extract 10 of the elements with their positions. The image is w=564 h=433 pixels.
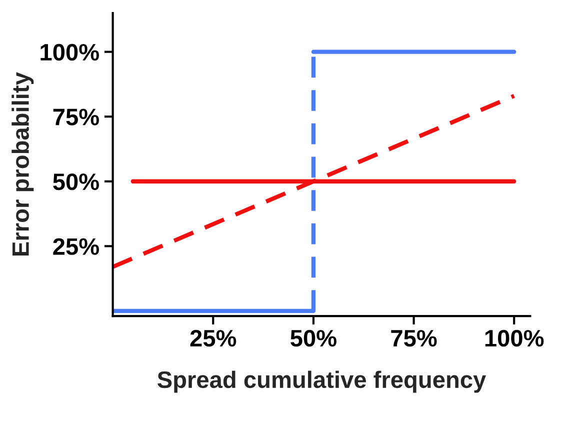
y-tick-label: 100% xyxy=(40,44,99,61)
y-axis-title: Error probability xyxy=(12,72,34,256)
y-tick-label: 75% xyxy=(53,108,99,126)
x-tick-label: 75% xyxy=(391,330,437,347)
y-tick-label: 25% xyxy=(53,238,99,255)
y-tick-label: 50% xyxy=(53,173,99,190)
x-axis-title: Spread cumulative frequency xyxy=(157,370,486,393)
x-tick-label: 50% xyxy=(290,330,336,347)
x-tick-label: 100% xyxy=(485,330,544,347)
x-tick-label: 25% xyxy=(190,330,236,347)
